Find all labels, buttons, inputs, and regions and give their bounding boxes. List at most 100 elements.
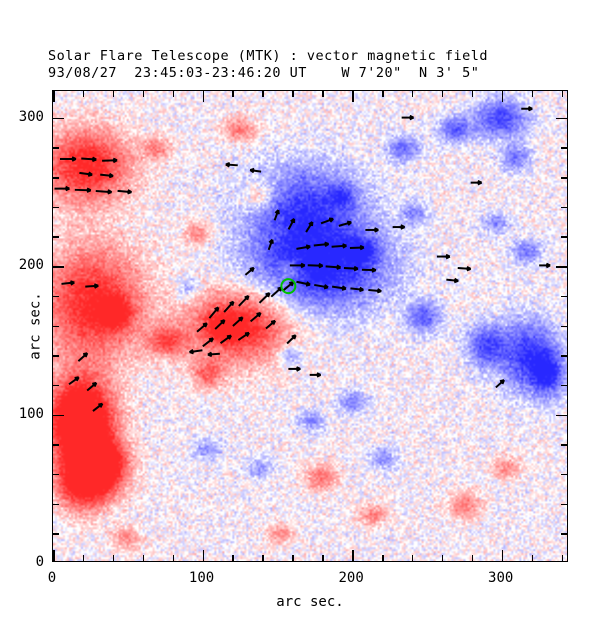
tick-mark xyxy=(232,91,234,97)
tick-mark xyxy=(561,533,567,535)
magnetic-vector-arrow xyxy=(325,264,342,270)
magnetic-vector-arrow xyxy=(117,189,132,195)
magnetic-vector-arrow xyxy=(539,262,551,269)
magnetic-vector-arrow xyxy=(54,185,70,192)
magnetic-vector-arrow xyxy=(77,352,89,362)
magnetic-vector-arrow xyxy=(202,337,214,348)
tick-mark xyxy=(501,91,504,102)
magnetic-vector-arrow xyxy=(267,238,274,251)
tick-mark xyxy=(262,91,264,97)
magnetic-vector-arrow xyxy=(81,156,97,163)
magnetic-vector-arrow xyxy=(289,262,306,269)
tick-mark xyxy=(531,555,534,561)
magnetogram-canvas xyxy=(53,91,567,561)
magnetic-vector-arrow xyxy=(282,280,295,292)
magnetic-vector-arrow xyxy=(79,171,93,177)
tick-mark xyxy=(561,206,567,209)
magnetic-vector-arrow xyxy=(338,220,352,227)
magnetic-vector-arrow xyxy=(100,172,114,179)
magnetic-vector-arrow xyxy=(249,312,262,323)
magnetic-vector-arrow xyxy=(331,285,347,291)
y-tick-label: 0 xyxy=(35,554,44,570)
tick-mark xyxy=(232,555,234,561)
magnetic-vector-arrow xyxy=(314,283,329,290)
magnetic-vector-arrow xyxy=(273,209,280,221)
plot-area xyxy=(52,90,568,562)
magnetic-vector-arrow xyxy=(270,286,283,298)
magnetic-vector-arrow xyxy=(495,379,505,389)
tick-mark xyxy=(322,91,324,97)
tick-mark xyxy=(53,236,59,238)
magnetic-vector-arrow xyxy=(223,300,235,313)
magnetic-vector-arrow xyxy=(74,187,92,193)
y-tick-label: 100 xyxy=(18,405,44,422)
magnetic-vector-arrow xyxy=(86,381,98,392)
tick-mark xyxy=(561,236,567,238)
magnetic-vector-arrow xyxy=(85,283,99,289)
magnetic-vector-arrow xyxy=(350,286,364,293)
magnetic-vector-arrow xyxy=(288,366,301,372)
magnetogram-image xyxy=(53,91,567,561)
magnetic-vector-arrow xyxy=(214,319,226,330)
tick-mark xyxy=(112,91,115,97)
magnetic-vector-arrow xyxy=(237,331,250,341)
tick-mark xyxy=(142,91,145,97)
magnetic-vector-arrow xyxy=(196,322,208,333)
tick-mark xyxy=(501,550,504,561)
tick-mark xyxy=(411,555,414,561)
magnetic-vector-arrow xyxy=(361,267,377,273)
magnetic-vector-arrow xyxy=(59,156,77,162)
magnetic-vector-arrow xyxy=(457,265,472,272)
magnetic-vector-arrow xyxy=(232,316,244,327)
magnetic-vector-arrow xyxy=(392,224,406,230)
tick-mark xyxy=(53,91,55,102)
tick-mark xyxy=(561,177,567,179)
magnetic-vector-arrow xyxy=(521,106,533,112)
magnetic-vector-arrow xyxy=(95,189,113,195)
tick-mark xyxy=(53,147,59,149)
tick-mark xyxy=(561,91,564,97)
figure-title: Solar Flare Telescope (MTK) : vector mag… xyxy=(48,48,489,64)
tick-mark xyxy=(292,555,294,561)
tick-mark xyxy=(561,384,567,387)
tick-mark xyxy=(382,91,384,97)
magnetic-vector-arrow xyxy=(296,280,311,287)
magnetic-vector-arrow xyxy=(189,348,203,355)
magnetic-vector-arrow xyxy=(436,253,451,260)
x-axis-title: arc sec. xyxy=(276,594,344,610)
magnetic-vector-arrow xyxy=(401,114,415,121)
tick-mark xyxy=(352,550,354,561)
magnetic-vector-arrow xyxy=(349,244,365,251)
magnetic-vector-arrow xyxy=(305,221,314,233)
tick-mark xyxy=(561,473,567,476)
tick-mark xyxy=(53,533,59,535)
x-tick-label: 100 xyxy=(188,570,215,586)
magnetic-vector-arrow xyxy=(265,319,277,330)
tick-mark xyxy=(561,295,567,298)
tick-mark xyxy=(53,117,64,120)
tick-mark xyxy=(53,177,59,179)
vector-field-overlay xyxy=(54,106,551,412)
magnetic-vector-arrow xyxy=(287,217,296,230)
tick-mark xyxy=(53,473,59,476)
figure-subtitle: 93/08/27 23:45:03-23:46:20 UT W 7'20" N … xyxy=(48,65,480,81)
tick-mark xyxy=(53,550,55,561)
tick-mark xyxy=(53,444,59,446)
x-tick-label: 0 xyxy=(47,570,57,586)
tick-mark xyxy=(561,147,567,149)
tick-mark xyxy=(561,555,564,561)
tick-mark xyxy=(53,384,59,387)
tick-mark xyxy=(382,555,384,561)
x-tick-label: 300 xyxy=(488,570,514,586)
magnetic-vector-arrow xyxy=(307,262,324,269)
tick-mark xyxy=(471,555,474,561)
magnetic-vector-arrow xyxy=(331,243,347,249)
tick-mark xyxy=(53,266,64,268)
magnetic-vector-arrow xyxy=(446,277,459,284)
tick-mark xyxy=(202,550,205,561)
tick-mark xyxy=(112,555,115,561)
magnetic-vector-arrow xyxy=(313,241,330,248)
tick-mark xyxy=(53,295,59,298)
magnetic-vector-arrow xyxy=(102,157,118,164)
tick-mark xyxy=(561,355,567,357)
